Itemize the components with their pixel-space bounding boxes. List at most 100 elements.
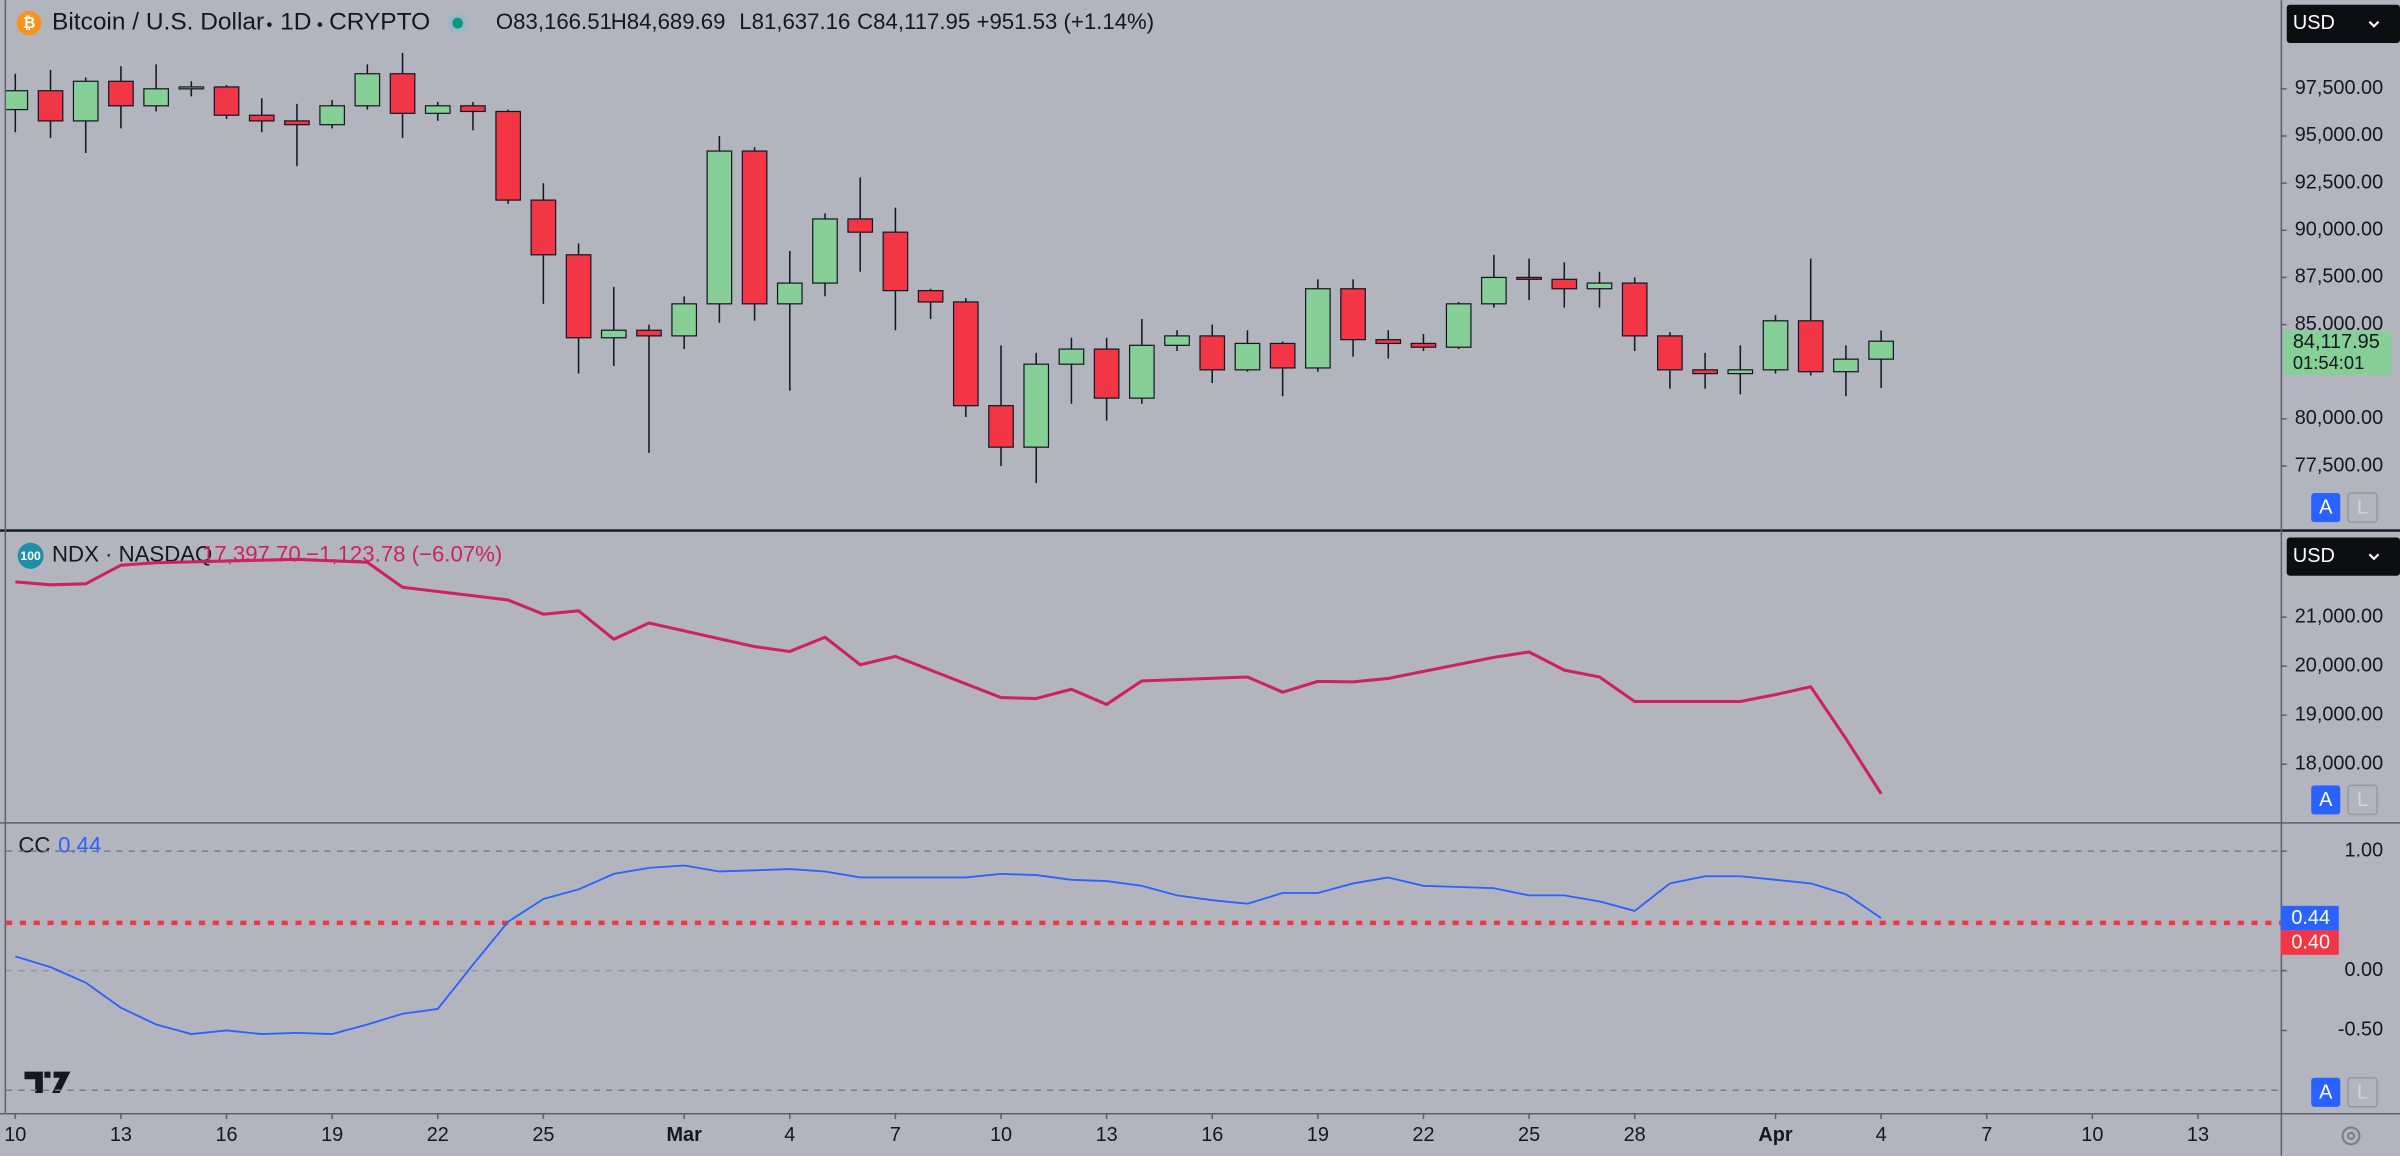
candle-body <box>424 105 451 114</box>
interval[interactable]: 1D <box>280 9 311 36</box>
y-tick-label: 80,000.00 <box>2295 407 2383 429</box>
candle-body <box>1023 363 1050 448</box>
x-tick-label: 19 <box>321 1124 343 1146</box>
currency-chevron <box>2368 553 2380 561</box>
candle-body <box>952 301 979 407</box>
candle-body <box>1199 335 1226 371</box>
auto-scale-label: A <box>2319 789 2333 811</box>
x-tick-label: 28 <box>1624 1124 1646 1146</box>
candle-body <box>143 88 169 107</box>
x-tick-label: 4 <box>1876 1124 1887 1146</box>
x-tick-label: 10 <box>4 1124 26 1146</box>
y-tick-label: 77,500.00 <box>2295 454 2383 476</box>
candle-body <box>248 114 275 122</box>
last-value-tag <box>2280 905 2339 931</box>
candle-body <box>389 73 416 114</box>
candle-body <box>1305 288 1331 369</box>
currency-button[interactable] <box>2286 4 2400 44</box>
y-tick-label: 19,000.00 <box>2295 703 2383 725</box>
separator-dot <box>317 22 323 27</box>
candle-body <box>741 150 768 305</box>
candle-body <box>1445 303 1472 348</box>
x-tick-label: Mar <box>667 1124 703 1146</box>
pane-0 <box>6 52 1894 483</box>
x-tick-label: 10 <box>990 1124 1012 1146</box>
candle-body <box>213 86 240 116</box>
last-price-tag <box>2283 330 2391 375</box>
x-tick-label: 25 <box>1518 1124 1540 1146</box>
candle-body <box>988 405 1014 448</box>
candle-body <box>530 199 557 256</box>
log-scale-button[interactable] <box>2347 1076 2378 1108</box>
candle-body <box>495 110 522 201</box>
y-tick-label: 90,000.00 <box>2295 219 2383 241</box>
x-tick-label: Apr <box>1758 1124 1792 1146</box>
auto-scale-label: A <box>2319 497 2333 519</box>
candle-body <box>108 80 134 107</box>
tradingview-logo[interactable] <box>24 1071 71 1094</box>
candle-body <box>847 218 874 233</box>
ohlc-open: O83,166.51 <box>496 9 612 34</box>
candle-body <box>1551 278 1578 290</box>
countdown-label: 01:54:01 <box>2293 352 2364 373</box>
candle-body <box>1516 276 1542 280</box>
candle-body <box>1234 342 1261 371</box>
series-line <box>15 557 1883 795</box>
candle-body <box>1727 369 1754 375</box>
separator-dot <box>267 22 272 27</box>
reference-label: 0.40 <box>2291 932 2330 954</box>
y-tick-label: 97,500.00 <box>2295 77 2383 99</box>
y-tick-label: 21,000.00 <box>2295 605 2383 627</box>
y-tick-label: 1.00 <box>2344 839 2383 861</box>
y-tick-label: 95,000.00 <box>2295 124 2383 146</box>
ndx-change: −1,123.78 (−6.07%) <box>306 542 502 567</box>
candle-body <box>917 290 944 303</box>
auto-scale-button[interactable] <box>2311 1077 2341 1107</box>
candle-body <box>1797 320 1824 373</box>
candle-body <box>1340 288 1366 341</box>
currency-label: USD <box>2293 12 2335 34</box>
candle-body <box>882 231 909 292</box>
ndx-badge-text: 100 <box>20 549 41 563</box>
log-scale-label: L <box>2357 789 2368 811</box>
x-tick-label: 22 <box>427 1124 449 1146</box>
ohlc-high: H84,689.69 <box>611 9 726 34</box>
log-scale-button[interactable] <box>2347 784 2378 816</box>
symbol-title: Bitcoin / U.S. Dollar <box>52 9 264 36</box>
candle-body <box>284 120 310 126</box>
bitcoin-logo-glyph: ₿ <box>23 15 35 32</box>
candle-body <box>37 90 64 122</box>
candle-body <box>178 86 205 90</box>
settings-icon-center <box>2347 1131 2355 1140</box>
auto-scale-button[interactable] <box>2311 785 2341 815</box>
y-tick-label: 85,000.00 <box>2295 313 2383 335</box>
x-tick-label: 13 <box>2187 1124 2209 1146</box>
candle-body <box>600 329 627 339</box>
currency-button[interactable] <box>2286 537 2400 576</box>
exchange: CRYPTO <box>329 9 430 36</box>
y-tick-label: 92,500.00 <box>2295 171 2383 193</box>
auto-scale-button[interactable] <box>2311 493 2341 523</box>
x-tick-label: 13 <box>1096 1124 1118 1146</box>
x-tick-label: 16 <box>1201 1124 1223 1146</box>
candle-body <box>1621 282 1648 337</box>
candle-body <box>1586 282 1613 290</box>
candle-body <box>1762 320 1789 371</box>
log-scale-button[interactable] <box>2347 492 2378 523</box>
candle-body <box>1692 369 1718 375</box>
last-price-label: 84,117.95 <box>2293 331 2380 353</box>
candle-body <box>1375 339 1402 345</box>
candle-body <box>636 329 662 337</box>
x-tick-label: 22 <box>1412 1124 1434 1146</box>
bitcoin-logo <box>16 10 42 36</box>
auto-scale-label: A <box>2319 1081 2333 1103</box>
y-tick-label: 20,000.00 <box>2295 654 2383 676</box>
candle-body <box>1410 342 1437 348</box>
x-tick-label: 7 <box>890 1124 901 1146</box>
ohlc-low: L81,637.16 <box>739 9 850 34</box>
settings-icon[interactable] <box>2341 1126 2361 1146</box>
currency-chevron <box>2368 20 2380 28</box>
pane-1 <box>15 557 1883 795</box>
